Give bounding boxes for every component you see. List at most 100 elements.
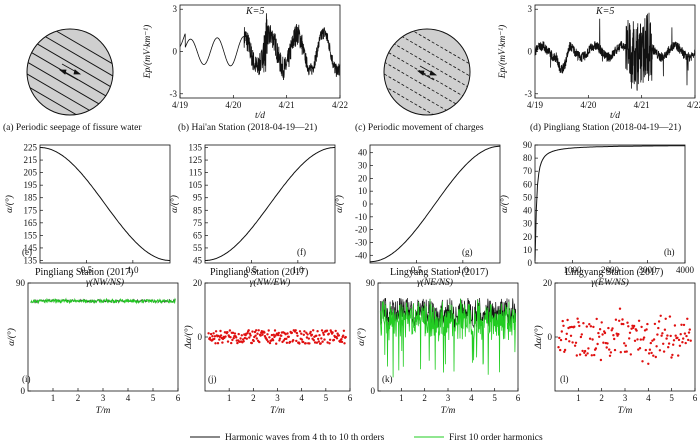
ytick-label-g-4: 0 <box>363 199 368 209</box>
ylabel-g: α/(°) <box>334 195 345 213</box>
xtick-label-k-1: 2 <box>422 393 427 403</box>
point-j-106 <box>273 329 277 332</box>
point-l-78 <box>622 322 625 326</box>
title-k: Lingyang Station (2017) <box>390 267 488 278</box>
xtick-label-h-3: 4000 <box>676 265 695 275</box>
point-l-45 <box>594 347 598 350</box>
point-l-126 <box>662 342 665 345</box>
xlabel-d: t/d <box>610 111 620 121</box>
ylabel-l: Δα/(°) <box>533 325 544 349</box>
point-l-90 <box>632 326 635 329</box>
xtick-label-k-4: 5 <box>492 393 497 403</box>
xtick-label-b-3: 4/22 <box>332 100 348 110</box>
point-l-47 <box>596 342 599 346</box>
point-j-172 <box>315 334 318 337</box>
ylabel-f: α/(°) <box>169 195 180 213</box>
point-j-111 <box>276 333 280 337</box>
point-l-84 <box>627 325 630 328</box>
xtick-label-d-1: 4/20 <box>580 100 597 110</box>
point-l-72 <box>617 333 620 336</box>
point-j-163 <box>309 330 312 334</box>
title-l: Lingyang Station (2017) <box>565 267 663 278</box>
point-l-61 <box>608 348 611 351</box>
point-j-83 <box>259 334 262 337</box>
point-l-119 <box>656 333 659 336</box>
point-l-130 <box>665 337 668 340</box>
point-j-86 <box>261 333 264 336</box>
point-l-26 <box>578 353 582 356</box>
xlabel-b: t/d <box>255 111 265 121</box>
ytick-label-e-0: 225 <box>24 143 38 153</box>
frame-j <box>204 282 351 392</box>
point-j-20 <box>219 334 223 337</box>
ytick-label-e-7: 155 <box>24 230 38 240</box>
point-j-179 <box>319 342 322 345</box>
ytick-label-b-1: 0 <box>173 47 178 57</box>
xtick-label-j-0: 1 <box>227 393 232 403</box>
ytick-label-h-5: 40 <box>523 206 533 216</box>
ytick-label-l-1: 0 <box>548 332 553 342</box>
ylabel-k: α/(°) <box>356 328 367 346</box>
xlabel-j: T/m <box>270 406 285 416</box>
point-j-174 <box>316 330 319 333</box>
green-series-k <box>379 298 517 378</box>
point-j-114 <box>278 337 282 340</box>
point-j-81 <box>258 340 261 344</box>
point-l-123 <box>659 314 662 317</box>
point-j-4 <box>209 332 213 336</box>
point-l-149 <box>681 341 684 344</box>
xtick-label-b-2: 4/21 <box>279 100 295 110</box>
point-j-93 <box>265 338 269 341</box>
xlabel-i: T/m <box>96 406 111 416</box>
tag-h: (h) <box>664 247 675 257</box>
point-j-203 <box>334 329 337 333</box>
point-l-101 <box>641 360 644 363</box>
xtick-label-l-4: 5 <box>669 393 674 403</box>
xtick-label-h-2: 3000 <box>639 265 658 275</box>
point-j-183 <box>322 331 325 334</box>
frame-f <box>204 144 336 264</box>
point-l-81 <box>624 344 627 347</box>
point-j-200 <box>332 338 336 342</box>
point-j-184 <box>322 333 325 336</box>
ytick-label-h-4: 50 <box>523 192 533 202</box>
point-j-78 <box>256 332 259 335</box>
point-l-94 <box>635 329 638 332</box>
point-l-100 <box>640 325 643 329</box>
ytick-label-f-0: 135 <box>189 143 203 153</box>
point-l-21 <box>574 341 578 344</box>
point-l-99 <box>639 338 642 341</box>
ytick-label-l-0: 20 <box>543 278 553 288</box>
point-j-175 <box>317 337 320 341</box>
ylabel-d: Ep/(mV·km⁻¹) <box>497 25 508 80</box>
point-j-108 <box>275 342 278 345</box>
ytick-label-e-4: 185 <box>24 193 38 203</box>
point-l-77 <box>621 318 624 321</box>
xtick-label-b-1: 4/20 <box>225 100 242 110</box>
ylabel-j: Δα/(°) <box>183 325 194 349</box>
point-j-35 <box>229 336 232 339</box>
frame-l <box>554 282 696 392</box>
point-j-12 <box>214 330 218 333</box>
point-j-130 <box>288 340 292 344</box>
point-l-122 <box>658 349 662 352</box>
point-l-50 <box>598 328 602 331</box>
ytick-label-b-2: -3 <box>170 89 178 99</box>
point-l-117 <box>654 355 657 359</box>
ylabel-b: Ep/(mV·km⁻¹) <box>142 25 153 80</box>
point-l-63 <box>609 351 613 354</box>
point-j-167 <box>312 329 315 332</box>
point-l-75 <box>619 351 622 354</box>
tag-i: (i) <box>22 374 31 384</box>
ytick-label-e-1: 215 <box>24 155 38 165</box>
point-j-101 <box>270 333 274 337</box>
ylabel-i: α/(°) <box>6 328 17 346</box>
series-d <box>534 12 696 91</box>
point-l-151 <box>682 323 686 327</box>
point-l-102 <box>642 338 645 341</box>
point-l-64 <box>610 329 613 332</box>
point-l-114 <box>652 354 655 357</box>
xtick-label-i-1: 2 <box>76 393 81 403</box>
